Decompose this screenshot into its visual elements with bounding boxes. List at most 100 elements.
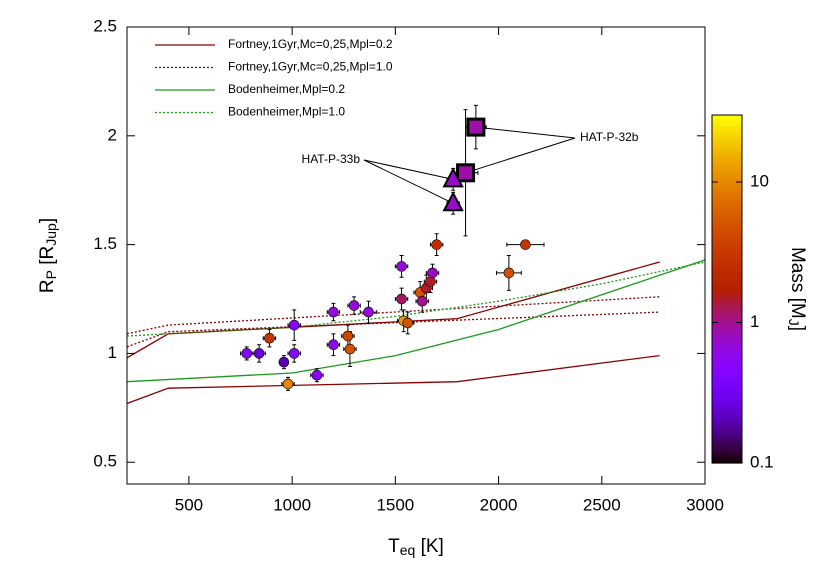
colorbar-cell xyxy=(712,210,742,215)
colorbar-cell xyxy=(712,396,742,400)
colorbar-cell xyxy=(712,126,742,131)
plot-frame xyxy=(126,26,706,485)
colorbar-cell xyxy=(712,141,742,145)
axis-label-sub: Jup xyxy=(43,223,59,246)
point xyxy=(288,319,300,331)
colorbar-cell xyxy=(712,434,742,438)
colorbar-cell xyxy=(712,341,742,345)
point xyxy=(427,267,438,279)
colorbar-cell xyxy=(712,367,742,371)
colorbar-cell xyxy=(712,373,742,377)
axis-label-sub: eq xyxy=(400,542,416,558)
colorbar-tick-label: 1 xyxy=(750,312,759,331)
colorbar-cell xyxy=(712,355,742,360)
colorbar-cell xyxy=(712,251,742,255)
colorbar-cell xyxy=(712,204,742,209)
colorbar-cell xyxy=(712,416,742,421)
colorbar-cell xyxy=(712,306,742,310)
colorbar-cell xyxy=(712,318,742,322)
colorbar-cell xyxy=(712,248,742,252)
colorbar-cell xyxy=(712,149,742,154)
colorbar-cell xyxy=(712,364,742,368)
colorbar-cell xyxy=(712,135,742,139)
colorbar-cell xyxy=(712,460,742,464)
legend-label: Bodenheimer,Mpl=0.2 xyxy=(228,82,345,96)
colorbar-cell xyxy=(712,286,742,290)
colorbar-cell xyxy=(712,262,742,267)
colorbar-cell xyxy=(712,294,742,299)
legend-label: Fortney,1Gyr,Mc=0,25,Mpl=1.0 xyxy=(228,60,393,74)
colorbar-cell xyxy=(712,129,742,133)
colorbar-cell xyxy=(712,123,742,128)
colorbar-cell xyxy=(712,268,742,273)
point xyxy=(328,339,339,351)
colorbar-cell xyxy=(712,216,742,220)
colorbar-cell xyxy=(712,442,742,447)
y-tick-label: 2 xyxy=(108,125,117,144)
axis-label-part: ] xyxy=(37,218,58,223)
colorbar-cell xyxy=(712,190,742,194)
y-tick-label: 1.5 xyxy=(93,234,117,253)
colorbar-cell xyxy=(712,117,742,122)
colorbar-cell xyxy=(712,428,742,432)
legend-label: Bodenheimer,Mpl=1.0 xyxy=(228,105,345,119)
model-line xyxy=(126,259,706,383)
colorbar-cell xyxy=(712,303,742,307)
axis-label-sub: P xyxy=(43,270,59,279)
colorbar-cell xyxy=(712,422,742,426)
colorbar-cell xyxy=(712,132,742,136)
point xyxy=(344,343,356,355)
colorbar-cell xyxy=(712,332,742,336)
point xyxy=(264,332,275,344)
colorbar-cell xyxy=(712,196,742,200)
colorbar-cell xyxy=(712,457,742,461)
colorbar-cell xyxy=(712,419,742,423)
colorbar-cell xyxy=(712,361,742,365)
colorbar-cell xyxy=(712,225,742,229)
colorbar-cell xyxy=(712,320,742,325)
colorbar-cell xyxy=(712,228,742,232)
colorbar-cell xyxy=(712,173,742,177)
colorbar-cell xyxy=(712,390,742,394)
point-triangle xyxy=(442,167,464,188)
colorbar-cell xyxy=(712,199,742,203)
colorbar-cell xyxy=(712,323,742,328)
colorbar-cell xyxy=(712,315,742,319)
colorbar-cell xyxy=(712,161,742,165)
colorbar-cell xyxy=(712,239,742,244)
colorbar-cell xyxy=(712,399,742,403)
x-tick-label: 1500 xyxy=(376,495,414,514)
point xyxy=(328,306,339,318)
colorbar-cell xyxy=(712,146,742,151)
colorbar-cell xyxy=(712,236,742,241)
colorbar-cell xyxy=(712,231,742,235)
x-tick-label: 500 xyxy=(175,495,203,514)
colorbar-cell xyxy=(712,120,742,125)
colorbar-cell xyxy=(712,219,742,223)
colorbar-cell xyxy=(712,164,742,168)
point xyxy=(431,239,442,250)
point xyxy=(288,348,300,359)
legend-label: Fortney,1Gyr,Mc=0,25,Mpl=0.2 xyxy=(228,37,393,51)
colorbar-cell xyxy=(712,454,742,458)
colorbar-cell xyxy=(712,344,742,348)
x-tick-label: 2000 xyxy=(480,495,518,514)
model-line xyxy=(126,261,660,359)
y-tick-label: 2.5 xyxy=(93,16,117,35)
annotation: HAT-P-33b xyxy=(302,152,361,166)
point xyxy=(278,356,290,368)
axis-label-part: T xyxy=(388,536,400,557)
colorbar-tick-label: 10 xyxy=(750,172,769,191)
colorbar-cell xyxy=(712,254,742,258)
point xyxy=(396,261,407,272)
colorbar-cell xyxy=(712,448,742,452)
point xyxy=(425,276,436,287)
point xyxy=(253,348,265,359)
point xyxy=(241,348,253,359)
colorbar-cell xyxy=(712,170,742,174)
colorbar-cell xyxy=(712,338,742,342)
colorbar-cell xyxy=(712,175,742,180)
colorbar-cell xyxy=(712,213,742,218)
